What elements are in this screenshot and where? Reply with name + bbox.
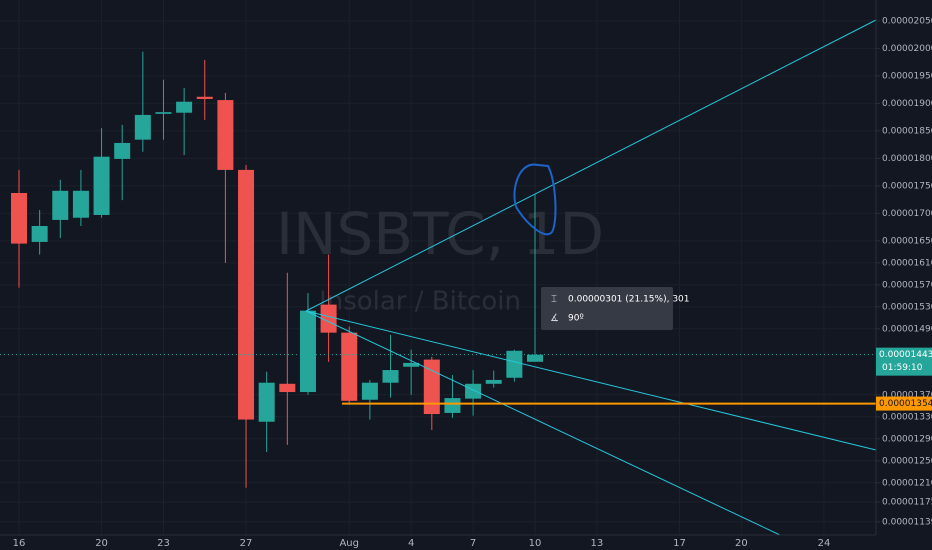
- y-tick-label: 0.00001570: [882, 280, 932, 290]
- candle-body: [134, 114, 151, 140]
- x-tick-label: 7: [470, 538, 476, 549]
- price-axis: [876, 0, 932, 550]
- candle-body: [465, 383, 482, 399]
- y-tick-label: 0.00002050: [882, 16, 932, 26]
- x-tick-label: 16: [13, 538, 26, 549]
- tooltip-box: [541, 287, 673, 330]
- y-tick-label: 0.00001250: [882, 456, 932, 466]
- x-tick-label: Aug: [339, 538, 359, 549]
- axes: 0.00002050 0.00002000 0.00001950 0.00001900…: [13, 16, 932, 549]
- y-tick-label: 0.00001210: [882, 478, 932, 488]
- y-tick-label: 0.00001330: [882, 412, 932, 422]
- x-tick-label: 4: [408, 538, 414, 549]
- y-tick-label: 0.00001700: [882, 209, 932, 219]
- trend-line[interactable]: [305, 310, 781, 536]
- angle-text: 90º: [568, 314, 584, 324]
- y-tick-label: 0.00001175: [882, 498, 932, 508]
- y-tick-label: 0.00001850: [882, 126, 932, 136]
- y-tick-label: 0.00001139: [882, 517, 932, 527]
- candle-body: [176, 101, 193, 113]
- price-badge-label: 0.00001354: [879, 399, 932, 409]
- candle-body: [238, 169, 255, 420]
- candle-body: [279, 383, 296, 393]
- angle-icon: ∡: [550, 313, 559, 324]
- x-tick-label: 20: [735, 538, 748, 549]
- candle-body: [52, 190, 69, 220]
- candle-body: [299, 310, 316, 393]
- candle-body: [485, 379, 502, 384]
- y-tick-label: 0.00001900: [882, 99, 932, 109]
- y-tick-label: 0.00001530: [882, 302, 932, 312]
- candle-body: [217, 100, 234, 170]
- candle-body: [196, 96, 213, 99]
- candle-body: [361, 382, 378, 400]
- candle-body: [72, 190, 89, 218]
- trend-line[interactable]: [305, 19, 877, 312]
- y-tick-label: 0.00001370: [882, 390, 932, 400]
- y-tick-label: 0.00001610: [882, 258, 932, 268]
- watermark-description: Insolar / Bitcoin: [319, 287, 521, 317]
- x-tick-label: 27: [240, 538, 253, 549]
- x-tick-label: 17: [673, 538, 686, 549]
- candle-body: [11, 192, 27, 244]
- y-tick-label: 0.00001750: [882, 181, 932, 191]
- trend-line[interactable]: [305, 310, 877, 451]
- range-icon: ⌶: [551, 294, 557, 305]
- candle-body: [155, 112, 172, 114]
- last-price-label: 0.00001443: [879, 350, 932, 360]
- measure-text: 0.00000301 (21.15%), 301: [568, 295, 690, 305]
- horizontal-line: [0, 354, 876, 405]
- candle-body: [527, 354, 543, 362]
- candle-body: [258, 382, 275, 422]
- measure-tooltip: ⌶ 0.00000301 (21.15%), 301 ∡ 90º: [541, 287, 690, 330]
- x-tick-label: 23: [157, 538, 170, 549]
- y-tick-label: 0.00001950: [882, 71, 932, 81]
- y-tick-label: 0.00001650: [882, 236, 932, 246]
- last-price-badge: [876, 347, 932, 376]
- candle-body: [341, 332, 358, 401]
- y-tick-label: 0.00001490: [882, 324, 932, 334]
- price-badge: [876, 396, 932, 411]
- candle-body: [444, 398, 461, 413]
- candle-body: [423, 359, 440, 415]
- candle-body: [93, 156, 110, 215]
- y-tick-label: 0.00001800: [882, 154, 932, 164]
- candles: [11, 51, 543, 488]
- candle-body: [382, 370, 399, 383]
- x-tick-label: 24: [818, 538, 831, 549]
- x-tick-label: 13: [591, 538, 604, 549]
- y-tick-label: 0.00001290: [882, 434, 932, 444]
- x-tick-label: 20: [95, 538, 108, 549]
- candle-body: [506, 350, 523, 378]
- candle-body: [403, 362, 420, 367]
- candle-body: [31, 225, 48, 242]
- y-tick-label: 0.00002000: [882, 44, 932, 54]
- candle-body: [114, 142, 131, 159]
- candle-body: [320, 304, 337, 333]
- x-tick-label: 10: [529, 538, 542, 549]
- countdown-label: 01:59:10: [882, 363, 923, 373]
- drawings: [305, 19, 877, 536]
- brush-drawing[interactable]: [513, 163, 557, 236]
